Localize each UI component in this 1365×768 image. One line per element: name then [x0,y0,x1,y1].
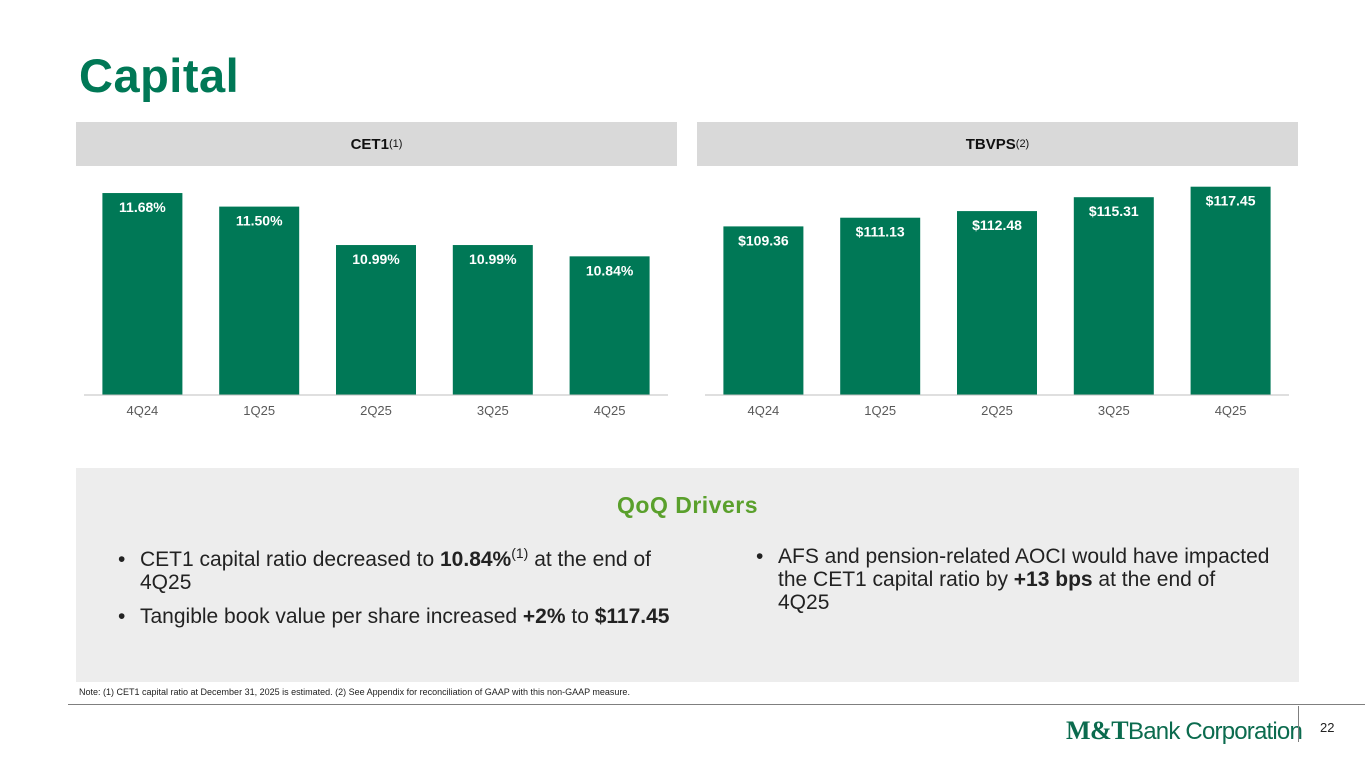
cet1-chart: 11.68% 4Q24 11.50% 1Q25 10.99% 2Q25 10.99% 3Q25… [84,170,668,430]
driver-text: Tangible book value per share increased [140,605,523,628]
tbvps-panel-footnote: (2) [1015,138,1030,150]
page-title: Capital [79,49,240,102]
tbvps-tick-label: 1Q25 [864,403,896,418]
driver-text: to [565,605,595,628]
tbvps-data-label: $111.13 [856,224,905,240]
cet1-tick-label: 3Q25 [477,403,509,418]
cet1-bar [452,245,533,395]
cet1-panel-footnote: (1) [388,138,403,150]
driver-text: at the end of 4Q25 [778,568,1216,614]
cet1-tick-label: 4Q24 [126,403,158,418]
tbvps-panel-header: TBVPS (2) [697,122,1298,166]
page-number: 22 [1320,720,1335,735]
cet1-panel-label: CET1 [350,135,389,153]
cet1-data-label: 10.99% [469,251,517,267]
drivers-right-list: • AFS and pension-related AOCI would hav… [752,545,1272,625]
tbvps-chart: $109.36 4Q24 $111.13 1Q25 $112.48 2Q25 $115.31… [705,170,1289,430]
driver-item-aoci: • AFS and pension-related AOCI would hav… [752,545,1272,614]
driver-bold: +13 bps [1013,568,1093,591]
driver-item-cet1: • CET1 capital ratio decreased to 10.84%… [114,545,684,594]
footer-divider [68,704,1365,705]
driver-bold: 10.84% [440,548,512,571]
cet1-data-label: 11.68% [119,199,166,215]
cet1-bar [219,206,300,395]
mt-bank-logo: M&TBank Corporation [1066,716,1303,746]
tbvps-bar-chart: $109.36 4Q24 $111.13 1Q25 $112.48 2Q25 $115.31… [705,186,1289,418]
tbvps-panel-label: TBVPS [965,135,1016,153]
footer-separator [1298,706,1299,742]
bullet-icon: • [118,605,126,628]
qoq-drivers-title: QoQ Drivers [617,492,758,518]
cet1-bar [569,256,650,395]
driver-text: at the end of 4Q25 [140,548,651,594]
tbvps-data-label: $117.45 [1206,193,1256,209]
tbvps-tick-label: 4Q25 [1215,403,1247,418]
driver-bold: +2% [522,605,566,628]
cet1-bar [102,193,183,395]
tbvps-tick-label: 3Q25 [1098,403,1130,418]
bullet-icon: • [118,548,126,571]
tbvps-data-label: $115.31 [1089,203,1139,219]
cet1-data-label: 11.50% [236,213,283,229]
driver-bold: $117.45 [594,605,670,628]
driver-text: AFS and pension-related AOCI would have … [778,545,1270,591]
tbvps-bar [840,217,921,395]
tbvps-data-label: $109.36 [738,232,789,248]
qoq-drivers-panel: QoQ Drivers • CET1 capital ratio decreas… [76,468,1299,682]
cet1-tick-label: 4Q25 [594,403,626,418]
bullet-icon: • [756,545,764,568]
tbvps-bar [1190,186,1271,395]
logo-bank-corporation: Bank Corporation [1128,718,1303,745]
tbvps-tick-label: 4Q24 [747,403,779,418]
cet1-data-label: 10.84% [586,262,634,278]
logo-mt: M&T [1066,716,1129,745]
driver-footnote: (1) [511,545,529,561]
tbvps-bar [1073,197,1154,395]
cet1-data-label: 10.99% [352,251,400,267]
tbvps-bar [723,226,804,395]
drivers-left-list: • CET1 capital ratio decreased to 10.84%… [114,545,684,639]
tbvps-tick-label: 2Q25 [981,403,1013,418]
footnote: Note: (1) CET1 capital ratio at December… [79,687,630,697]
driver-text: CET1 capital ratio decreased to [140,548,440,571]
cet1-bar-chart: 11.68% 4Q24 11.50% 1Q25 10.99% 2Q25 10.99% 3Q25… [84,193,668,418]
cet1-bar [336,245,416,395]
driver-item-tbv: • Tangible book value per share increase… [114,605,684,628]
tbvps-data-label: $112.48 [972,217,1022,233]
cet1-panel-header: CET1 (1) [76,122,677,166]
tbvps-bar [957,211,1037,395]
cet1-tick-label: 1Q25 [243,403,275,418]
cet1-tick-label: 2Q25 [360,403,392,418]
